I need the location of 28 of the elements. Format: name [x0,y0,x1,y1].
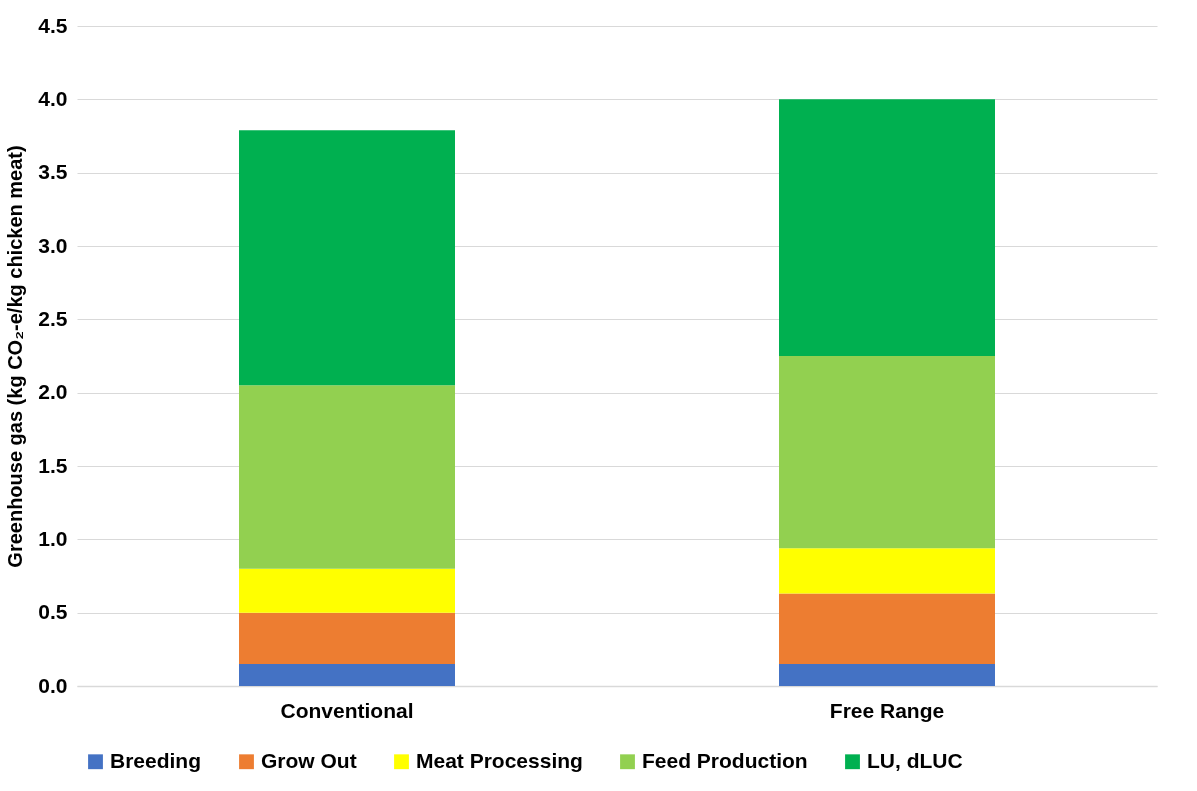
x-tick-label: Conventional [280,698,414,722]
y-tick-label: 1.5 [38,453,68,477]
legend-label: LU, dLUC [867,748,963,772]
y-tick-label: 0.0 [38,673,68,697]
bar [239,130,455,386]
legend-label: Breeding [110,748,202,772]
y-tick-label: 2.5 [38,306,68,330]
bar [779,548,995,594]
bar [239,568,455,613]
y-tick-label: 1.0 [38,526,68,550]
legend-label: Meat Processing [416,748,583,772]
y-tick-label: 3.0 [38,233,68,257]
y-tick-label: 4.5 [38,13,68,37]
bar [239,612,455,664]
bar [239,385,455,569]
y-tick-label: 0.5 [38,600,68,624]
bar [779,99,995,356]
bar [779,664,995,686]
y-tick-label: 4.0 [38,86,68,110]
bar [779,356,995,549]
bar [239,664,455,686]
y-tick-label: 2.0 [38,380,68,404]
y-axis-title: Greenhouse gas (kg CO₂-e/kg chicken meat) [4,145,27,568]
bar [779,593,995,664]
legend-label: Grow Out [261,748,357,772]
y-tick-label: 3.5 [38,160,68,184]
x-tick-label: Free Range [829,698,945,722]
legend-label: Feed Production [642,748,808,772]
